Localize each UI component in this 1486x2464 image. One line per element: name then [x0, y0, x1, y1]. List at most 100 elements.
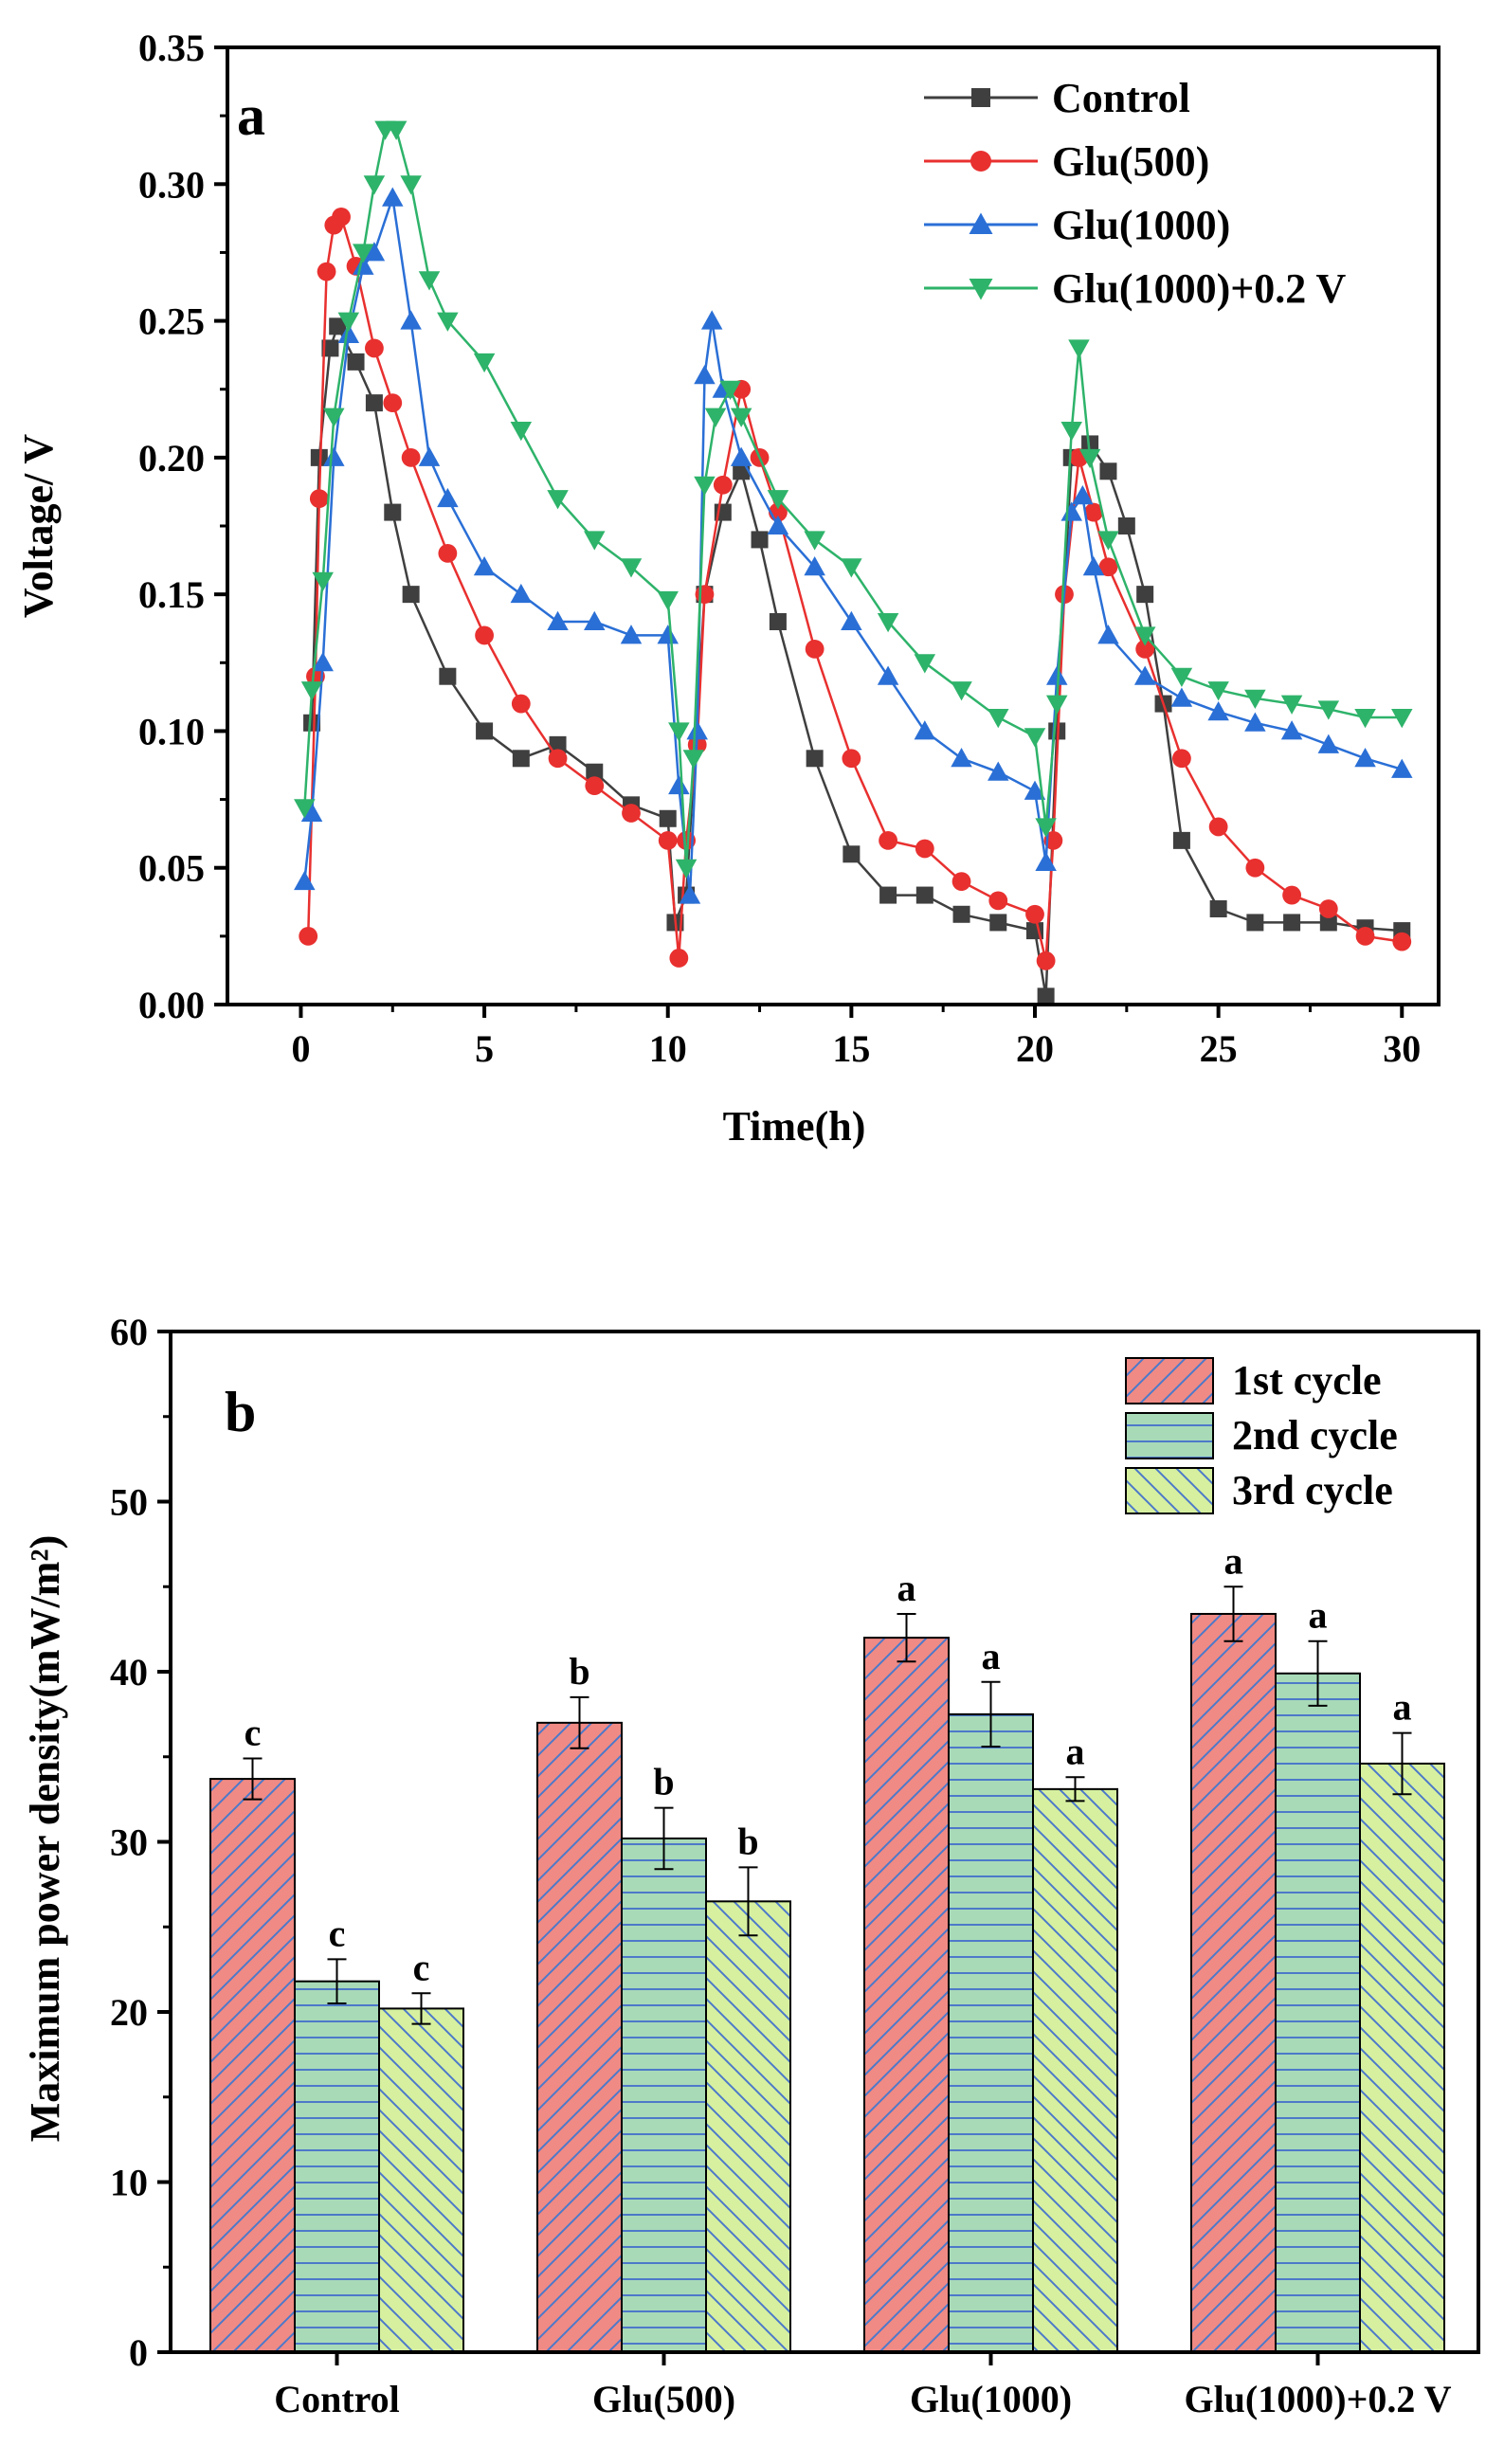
panel-a-legend-marker: [969, 212, 993, 234]
panel-a-data-point: [401, 447, 421, 467]
panel-a-data-point: [329, 317, 347, 335]
panel-a-data-point: [694, 476, 716, 496]
panel-a-x-tick-label: 15: [832, 1027, 870, 1070]
panel-a-data-point: [1025, 904, 1044, 924]
panel-a-data-point: [668, 722, 690, 742]
panel-a-data-point: [312, 652, 334, 672]
panel-b-bar-group-item: a: [1275, 1594, 1361, 2354]
panel-b-significance-letter: a: [1224, 1539, 1243, 1582]
panel-a-data-point: [719, 380, 741, 400]
panel-a-data-point: [915, 839, 934, 859]
panel-b-y-tick-label: 30: [110, 1821, 148, 1864]
panel-a-data-point: [1068, 339, 1090, 359]
panel-a-data-point: [843, 845, 861, 863]
panel-a-data-point: [511, 694, 531, 714]
panel-a-data-point: [1208, 817, 1228, 837]
panel-a-legend-label: Glu(1000)+0.2 V: [1052, 265, 1347, 312]
panel-a-data-point: [1354, 709, 1376, 729]
panel-a-data-point: [658, 830, 678, 850]
panel-a-data-point: [622, 804, 641, 823]
panel-a-data-point: [1133, 626, 1156, 646]
panel-a-data-point: [306, 666, 325, 686]
panel-b-legend-label: 1st cycle: [1232, 1357, 1382, 1404]
panel-b-bar-hatch: [948, 1712, 1034, 2353]
panel-b-category-label: Glu(1000)+0.2 V: [1184, 2378, 1451, 2420]
panel-a-data-point: [805, 639, 825, 659]
panel-a-data-point: [402, 586, 420, 604]
panel-a-data-point: [299, 926, 318, 946]
panel-a-data-point: [730, 446, 752, 466]
panel-a-data-point: [323, 408, 345, 427]
panel-a-data-point: [303, 714, 321, 732]
panel-a-y-tick-label: 0.00: [138, 984, 205, 1026]
panel-a-data-point: [353, 255, 374, 275]
panel-a-series-line: [310, 323, 1403, 997]
panel-a-data-point: [547, 490, 569, 510]
panel-a-data-point: [620, 625, 643, 644]
panel-a-data-point: [700, 310, 723, 330]
panel-a-data-point: [879, 830, 897, 850]
panel-a-data-point: [1283, 914, 1301, 932]
panel-a-data-point: [988, 709, 1009, 729]
panel-a-data-point: [804, 556, 825, 576]
panel-a-data-point: [323, 446, 345, 466]
panel-b-y-tick-label: 50: [110, 1481, 148, 1524]
panel-b-bar-hatch: [294, 1980, 380, 2353]
panel-b-y-tick-label: 10: [110, 2162, 148, 2204]
panel-a-x-tick-label: 10: [649, 1027, 687, 1070]
panel-b-bar-group-item: a: [1190, 1539, 1277, 2353]
panel-a-data-point: [1060, 501, 1082, 521]
panel-b-bar-group-item: a: [863, 1567, 950, 2353]
panel-a-data-point: [1135, 639, 1155, 659]
panel-a-data-point: [418, 446, 441, 466]
panel-a-legend-marker: [969, 279, 993, 300]
panel-a-y-tick-label: 0.05: [138, 847, 205, 890]
panel-b-bar-group-item: a: [1359, 1686, 1445, 2354]
panel-a-data-point: [365, 394, 383, 412]
panel-a-data-point: [682, 750, 705, 770]
panel-a-series-0: [303, 317, 1411, 1006]
panel-a-data-point: [767, 490, 789, 510]
panel-b-bar-group-item: a: [1032, 1730, 1118, 2353]
panel-a-y-tick-label: 0.15: [138, 573, 205, 616]
panel-a-data-point: [841, 558, 862, 578]
panel-a-data-point: [713, 475, 733, 495]
panel-b-significance-letter: c: [413, 1946, 430, 1988]
panel-a-data-point: [989, 914, 1007, 932]
panel-a-data-point: [473, 353, 496, 373]
panel-a-data-point: [1391, 758, 1413, 778]
panel-b-significance-letter: a: [982, 1635, 1001, 1677]
panel-a-data-point: [586, 763, 604, 781]
panel-a-data-point: [1391, 709, 1413, 729]
panel-a-data-point: [1097, 625, 1119, 644]
panel-a-data-point: [1172, 749, 1191, 769]
panel-b-significance-letter: a: [1066, 1730, 1085, 1772]
panel-b-bar-group-item: a: [948, 1635, 1034, 2353]
panel-b-legend-item: 2nd cycle: [1125, 1412, 1398, 1459]
panel-a-data-point: [1317, 700, 1340, 720]
panel-b-bar-group-item: b: [705, 1820, 791, 2353]
panel-a-data-point: [584, 610, 606, 630]
panel-b-y-tick-label: 60: [110, 1311, 148, 1353]
panel-a-data-point: [1246, 914, 1264, 932]
panel-b-axes: 0 10 20 30 40 50 60 Control Glu(500) Glu(1000) Glu…: [110, 1311, 1452, 2420]
panel-a-data-point: [675, 859, 698, 879]
panel-a-data-point: [1078, 448, 1101, 469]
panel-a-data-point: [769, 613, 787, 630]
panel-b-bar-hatch: [536, 1721, 623, 2353]
panel-a-data-point: [1117, 517, 1135, 534]
panel-a-data-point: [1354, 748, 1376, 768]
panel-a-x-tick-label: 25: [1200, 1027, 1238, 1070]
panel-a-series-3: [294, 120, 1413, 879]
panel-b-bars-layer: c c c b b b a a a a a a: [209, 1539, 1445, 2354]
panel-a-data-point: [1035, 818, 1057, 838]
panel-a-data-point: [400, 310, 422, 330]
panel-a-legend-label: Control: [1052, 75, 1190, 121]
panel-a-data-point: [1035, 851, 1057, 871]
panel-a-data-point: [1317, 734, 1340, 753]
panel-a-legend-label: Glu(1000): [1052, 202, 1230, 248]
panel-b-bar-hatch: [1275, 1672, 1361, 2354]
panel-a-data-point: [694, 365, 716, 385]
panel-a-data-point: [1170, 667, 1193, 687]
panel-a-data-point: [669, 949, 689, 968]
